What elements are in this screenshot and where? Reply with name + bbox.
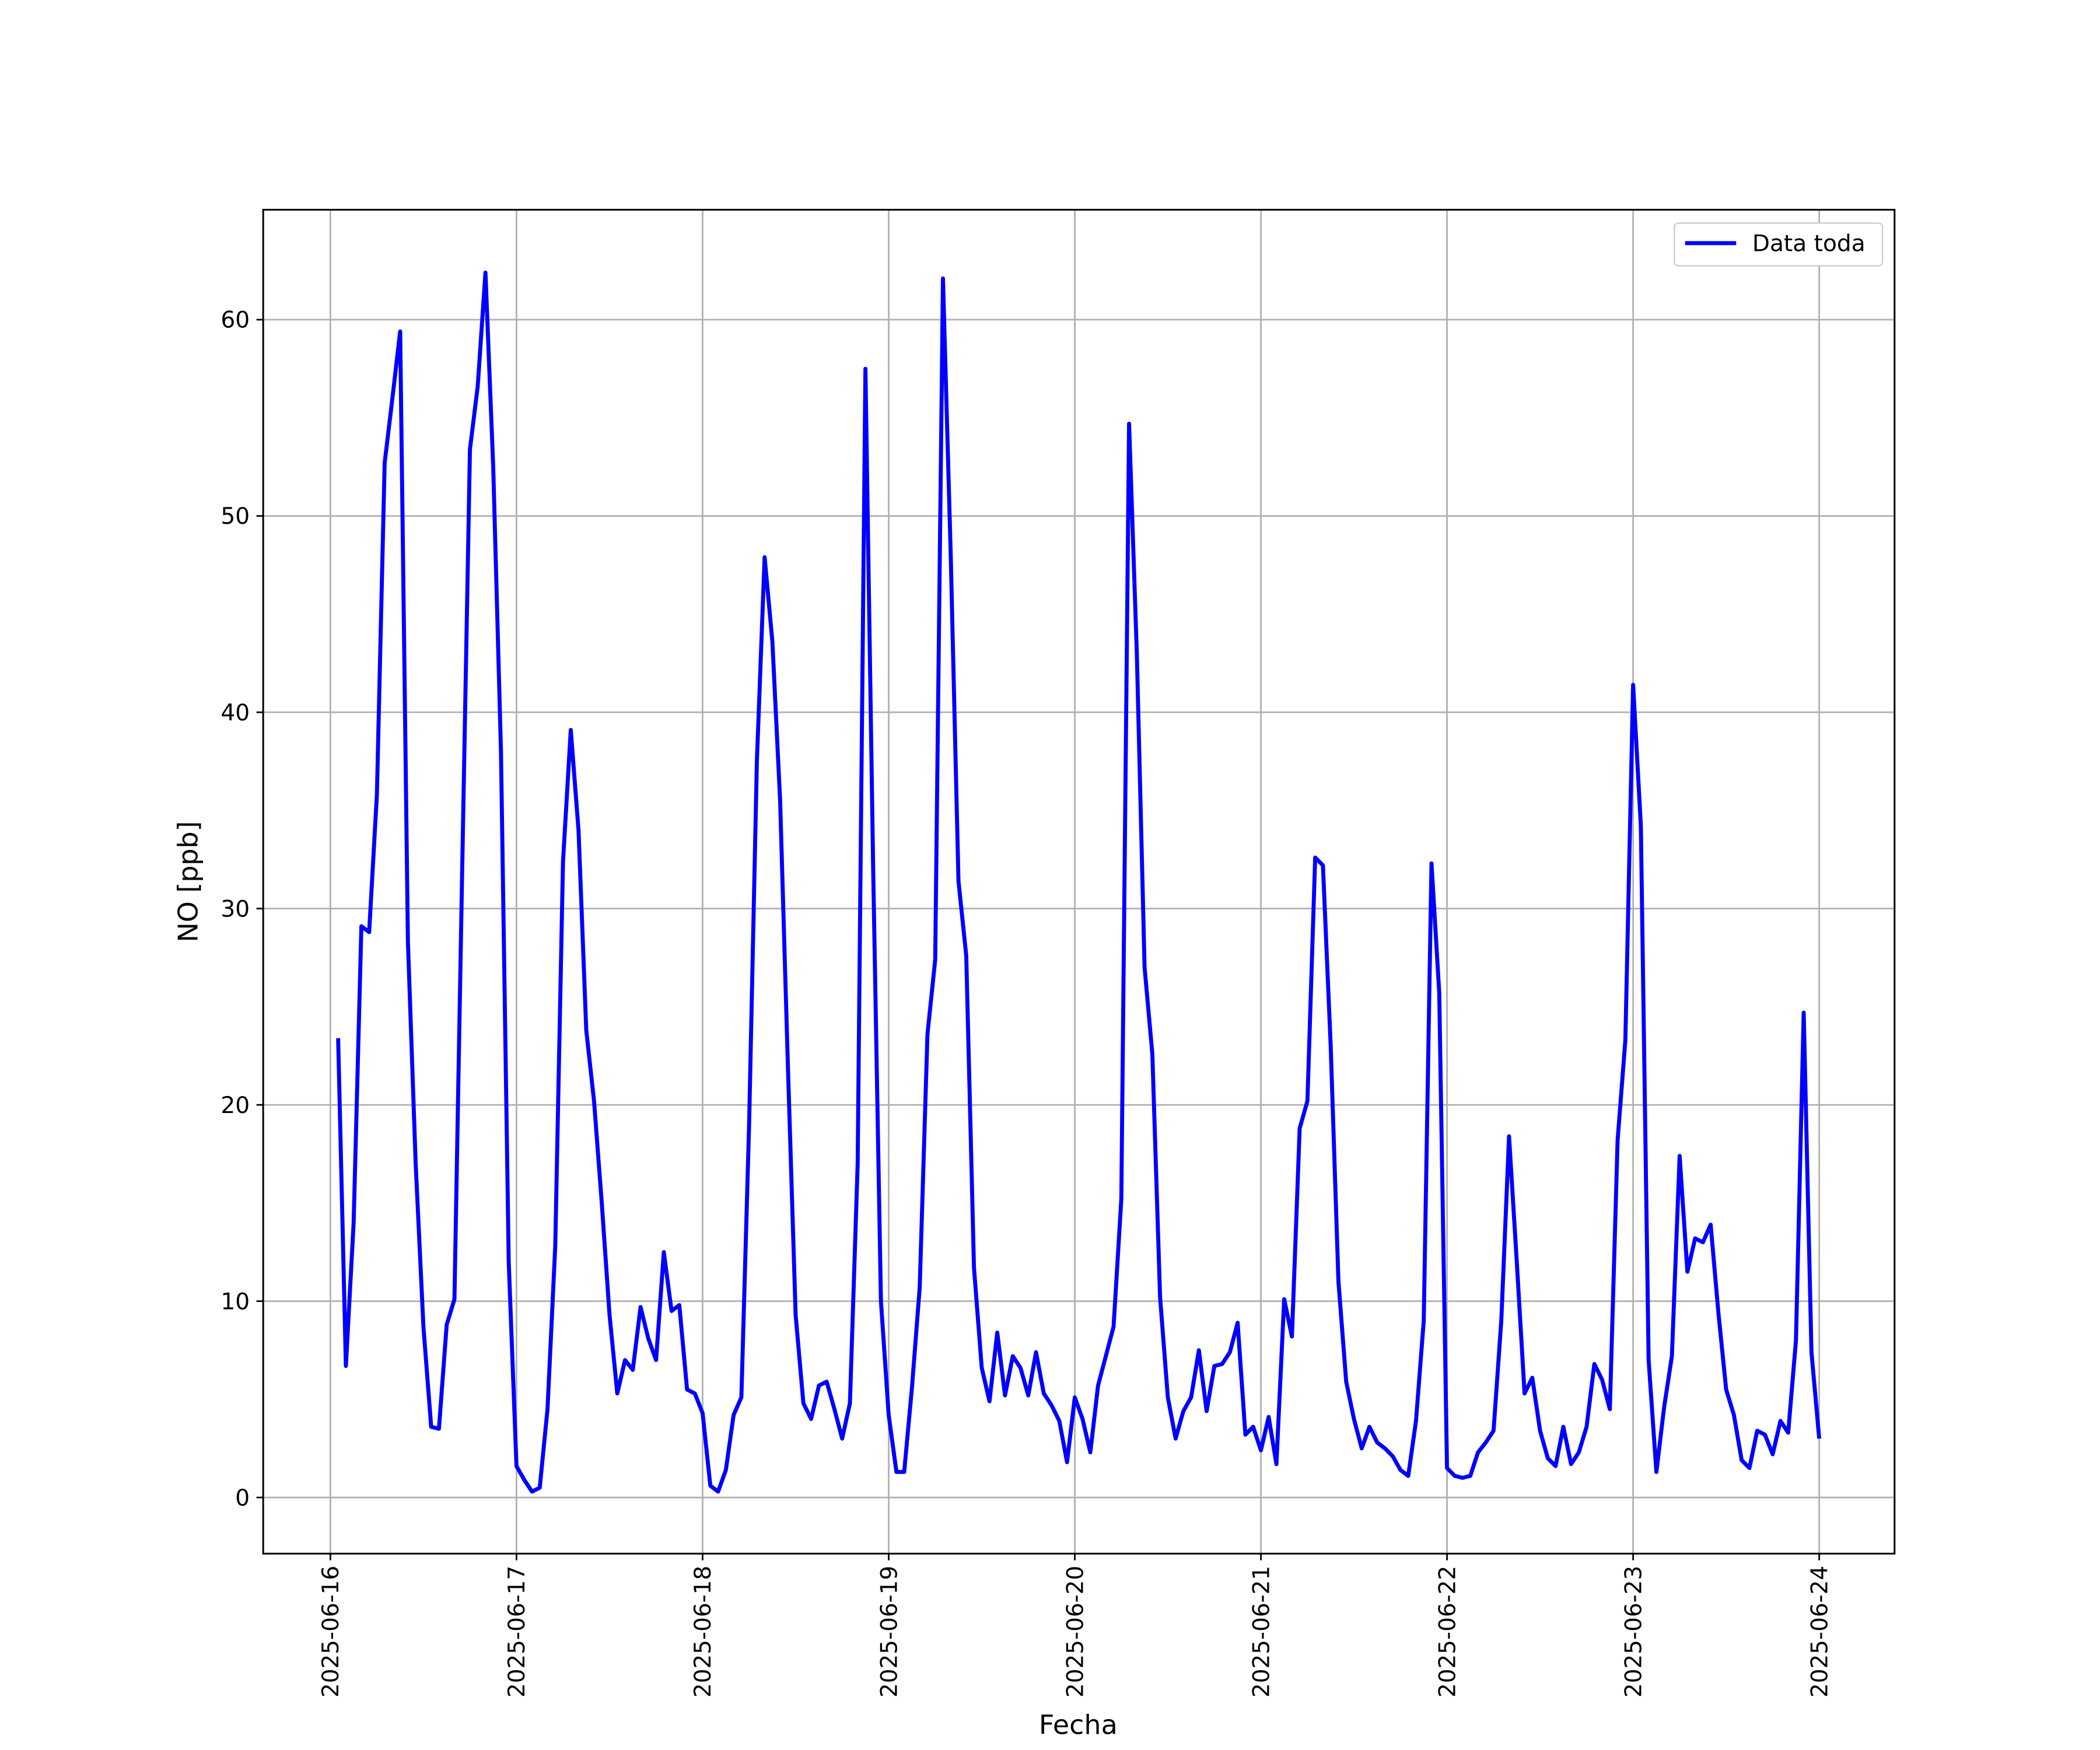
- y-tick-label: 30: [220, 896, 250, 922]
- y-tick-label: 20: [220, 1093, 250, 1119]
- y-tick-label: 10: [220, 1289, 250, 1315]
- plot-frame: [262, 209, 1896, 1555]
- legend-box: [1674, 222, 1884, 267]
- x-tick-label: 2025-06-16: [318, 1566, 344, 1698]
- x-tick-label: 2025-06-23: [1620, 1566, 1647, 1698]
- x-tick-label: 2025-06-20: [1062, 1566, 1088, 1698]
- x-tick-label: 2025-06-24: [1807, 1566, 1833, 1698]
- y-tick-label: 60: [220, 307, 250, 334]
- y-tick-label: 40: [220, 700, 250, 726]
- x-tick-label: 2025-06-21: [1248, 1566, 1275, 1698]
- x-axis-label: Fecha: [1039, 1709, 1118, 1741]
- x-tick-label: 2025-06-17: [504, 1566, 530, 1698]
- x-tick-label: 2025-06-18: [690, 1566, 716, 1698]
- legend-label: Data toda: [1752, 231, 1866, 257]
- y-tick-label: 0: [235, 1485, 250, 1511]
- x-tick-label: 2025-06-22: [1434, 1566, 1461, 1698]
- y-tick-label: 50: [220, 503, 250, 530]
- x-tick-label: 2025-06-19: [876, 1566, 902, 1698]
- y-axis-label: NO [ppb]: [172, 821, 204, 943]
- data-line: [336, 270, 1822, 1494]
